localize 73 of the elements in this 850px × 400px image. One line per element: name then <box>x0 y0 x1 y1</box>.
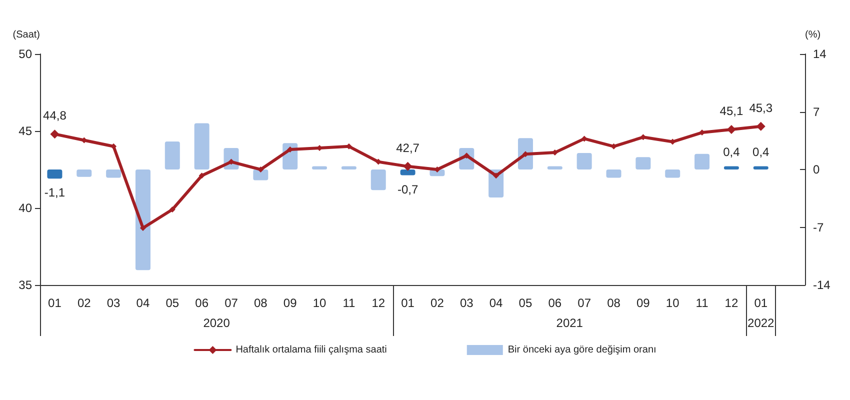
bar <box>606 170 622 178</box>
point <box>169 206 176 213</box>
x-tick-label: 11 <box>342 296 356 310</box>
data-label: 0,4 <box>723 145 740 160</box>
data-label: 45,3 <box>749 100 773 115</box>
x-tick-label: 05 <box>518 296 532 310</box>
x-tick-label: 01 <box>48 296 62 310</box>
bar <box>194 123 210 170</box>
bar <box>106 170 122 178</box>
data-label: 0,4 <box>752 145 770 160</box>
x-tick-label: 10 <box>312 296 327 310</box>
y2-axis-title: (%) <box>805 30 821 40</box>
bar <box>47 170 62 179</box>
x-tick-label: 05 <box>166 296 180 310</box>
bar <box>164 141 180 170</box>
bar <box>576 153 592 170</box>
text: 2020 <box>203 316 230 330</box>
data-label: 44,8 <box>43 108 67 123</box>
x-tick-label: 09 <box>283 296 298 310</box>
y-axis-title: (Saat) <box>12 30 40 40</box>
x-tick-label: 04 <box>489 296 504 310</box>
x-tick-label: 11 <box>696 296 709 310</box>
data-label: 42,7 <box>396 140 420 155</box>
bar <box>547 166 562 170</box>
point <box>493 172 500 179</box>
y2-tick-label: 0 <box>813 162 820 176</box>
y-tick-label: 50 <box>18 47 32 61</box>
point <box>140 225 146 232</box>
bar <box>400 170 416 176</box>
x-tick-label: 02 <box>430 296 444 310</box>
y2-tick-label: -7 <box>813 220 824 234</box>
y2-tick-label: 14 <box>813 47 827 61</box>
bar <box>341 166 356 170</box>
text: 2021 <box>556 316 584 330</box>
legend-label: Haftalık ortalama fiili çalışma saati <box>236 344 387 356</box>
data-label: -1,1 <box>44 186 66 200</box>
y2-tick-label: -14 <box>813 278 831 292</box>
y2-tick-label: 7 <box>813 104 820 119</box>
x-tick-label: 02 <box>77 296 92 310</box>
x-tick-label: 10 <box>666 296 680 310</box>
x-tick-label: 12 <box>372 296 386 310</box>
bar <box>724 166 739 170</box>
x-tick-label: 08 <box>607 296 621 310</box>
x-tick-label: 01 <box>401 296 415 310</box>
x-tick-label: 09 <box>636 296 650 310</box>
text: 2022 <box>748 316 775 330</box>
bar <box>694 154 710 170</box>
x-tick-label: 06 <box>195 296 209 310</box>
point <box>258 166 264 172</box>
x-tick-label: 03 <box>106 296 121 310</box>
y-tick-label: 35 <box>18 278 32 292</box>
data-label: -0,7 <box>397 182 418 196</box>
x-tick-label: 01 <box>754 296 768 310</box>
bar <box>370 170 386 190</box>
bar <box>665 170 680 178</box>
y-tick-label: 45 <box>18 124 32 138</box>
bar <box>312 166 328 170</box>
x-tick-label: 07 <box>224 296 238 310</box>
x-tick-label: 08 <box>254 296 268 310</box>
x-tick-label: 03 <box>460 296 474 310</box>
y-tick-label: 40 <box>18 201 32 215</box>
bar <box>76 170 92 177</box>
data-label: 45,1 <box>720 104 744 118</box>
bar <box>135 170 150 270</box>
bar <box>753 166 768 170</box>
x-tick-label: 07 <box>578 296 592 310</box>
x-tick-label: 04 <box>136 296 150 310</box>
legend-label: Bir önceki aya göre değişim oranı <box>508 344 656 356</box>
x-tick-label: 06 <box>548 296 562 310</box>
bar <box>636 157 651 170</box>
bar <box>253 170 268 180</box>
point <box>198 172 205 179</box>
x-tick-label: 12 <box>724 296 738 310</box>
